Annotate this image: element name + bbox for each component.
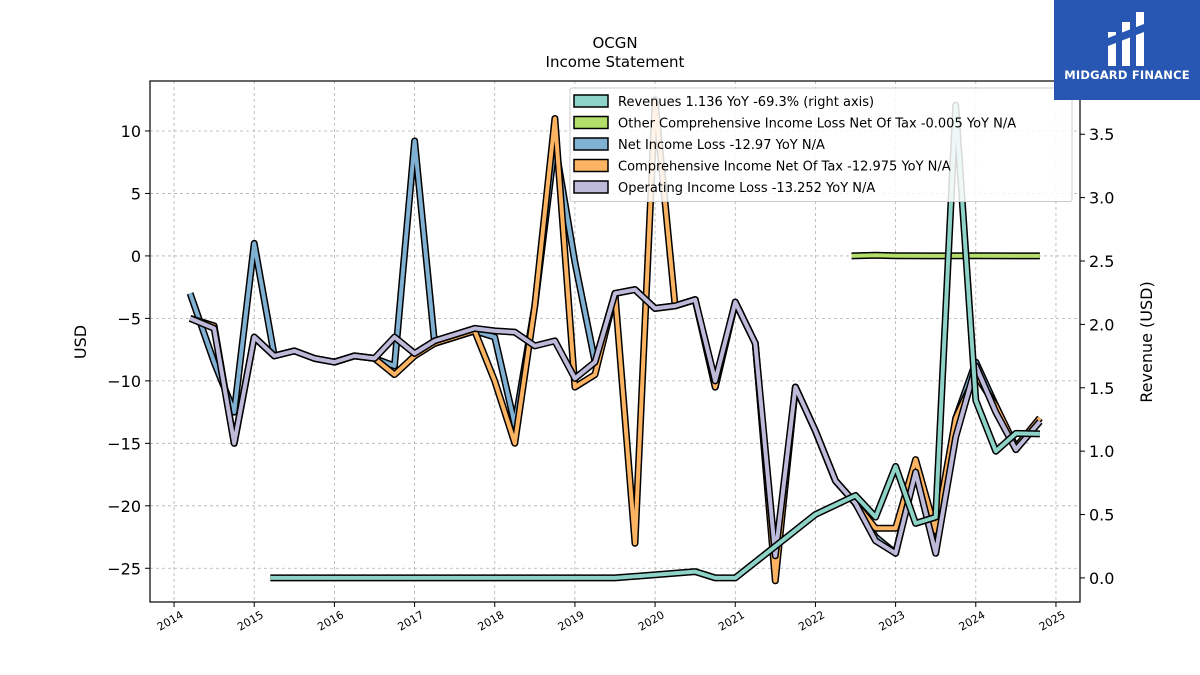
series-line	[189, 287, 1042, 558]
legend-swatch	[573, 180, 609, 194]
y-tick-label: −20	[107, 497, 141, 516]
chart-title: OCGN	[592, 34, 637, 52]
legend-swatch	[573, 137, 609, 151]
brand-name: MIDGARD FINANCE	[1064, 68, 1190, 82]
y2-tick-label: 3.0	[1089, 189, 1114, 208]
x-tick-label: 2017	[395, 608, 426, 633]
x-tick-label: 2014	[155, 608, 186, 633]
y2-tick-label: 0.0	[1089, 569, 1114, 588]
y-axis-label: USD	[71, 325, 90, 359]
series-0	[270, 101, 1040, 582]
brand-logo: MIDGARD FINANCE	[1054, 0, 1200, 100]
x-tick-label: 2021	[716, 608, 747, 633]
y-tick-label: −25	[107, 559, 141, 578]
x-tick-label: 2023	[876, 608, 907, 633]
x-tick-label: 2015	[235, 608, 266, 633]
y-tick-label: 10	[121, 122, 141, 141]
x-tick-label: 2025	[1037, 608, 1068, 633]
legend-label: Net Income Loss -12.97 YoY N/A	[618, 138, 825, 153]
y-tick-label: −10	[107, 372, 141, 391]
series-1	[851, 251, 1040, 260]
legend-box	[569, 87, 1073, 202]
legend-swatch	[573, 94, 609, 108]
chart-subtitle: Income Statement	[546, 53, 685, 71]
y-tick-label: 0	[131, 247, 141, 266]
x-tick-label: 2020	[636, 608, 667, 633]
legend-label: Operating Income Loss -13.252 YoY N/A	[618, 181, 875, 196]
legend-label: Comprehensive Income Net Of Tax -12.975 …	[618, 160, 951, 175]
series-4	[188, 286, 1043, 560]
x-tick-label: 2019	[556, 608, 587, 633]
y2-axis-label: Revenue (USD)	[1137, 281, 1156, 402]
x-tick-label: 2016	[315, 608, 346, 633]
legend-label: Revenues 1.136 YoY -69.3% (right axis)	[618, 95, 874, 110]
y2-tick-label: 0.5	[1089, 506, 1114, 525]
y2-tick-label: 3.5	[1089, 125, 1114, 144]
series-line	[270, 103, 1040, 580]
plot-frame	[149, 80, 1081, 603]
y2-tick-label: 1.0	[1089, 442, 1114, 461]
series-line	[851, 253, 1040, 258]
y-tick-label: −15	[107, 434, 141, 453]
legend-label: Other Comprehensive Income Loss Net Of T…	[618, 117, 1016, 132]
y-tick-label: 5	[131, 184, 141, 203]
y2-tick-label: 2.5	[1089, 252, 1114, 271]
y-tick-label: −5	[117, 309, 141, 328]
x-tick-label: 2018	[476, 608, 507, 633]
legend-swatch	[573, 115, 609, 130]
midgard-logo-icon	[1108, 12, 1144, 66]
series-lines	[186, 96, 1043, 585]
y2-tick-label: 2.0	[1089, 315, 1114, 334]
legend-swatch	[573, 158, 609, 173]
x-tick-label: 2024	[957, 608, 988, 633]
legend: Revenues 1.136 YoY -69.3% (right axis) Ot…	[569, 87, 1073, 202]
y2-tick-label: 1.5	[1089, 379, 1114, 398]
x-tick-label: 2022	[796, 608, 827, 633]
